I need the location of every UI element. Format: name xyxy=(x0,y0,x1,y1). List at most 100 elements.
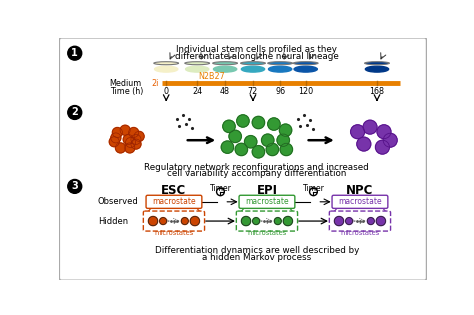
Ellipse shape xyxy=(293,62,318,65)
Text: ESC: ESC xyxy=(161,184,187,197)
Circle shape xyxy=(190,216,200,226)
Text: differentiate along the neural lineage: differentiate along the neural lineage xyxy=(175,52,339,61)
Text: 48: 48 xyxy=(220,87,230,96)
Text: macrostate: macrostate xyxy=(245,197,289,206)
Circle shape xyxy=(376,216,385,226)
Circle shape xyxy=(221,141,234,153)
Circle shape xyxy=(346,218,353,225)
Circle shape xyxy=(279,124,292,136)
Circle shape xyxy=(375,140,390,154)
Circle shape xyxy=(266,143,279,156)
Text: Timer: Timer xyxy=(210,184,231,193)
Text: EPI: EPI xyxy=(256,184,277,197)
Circle shape xyxy=(367,218,374,225)
Circle shape xyxy=(229,130,241,142)
Ellipse shape xyxy=(213,66,237,72)
Text: 2i: 2i xyxy=(152,79,159,88)
Circle shape xyxy=(116,143,126,153)
Circle shape xyxy=(357,137,371,151)
Circle shape xyxy=(237,115,249,127)
Text: Regulatory network reconfigurations and increased: Regulatory network reconfigurations and … xyxy=(145,163,369,172)
Circle shape xyxy=(241,216,251,226)
Circle shape xyxy=(131,139,141,149)
Ellipse shape xyxy=(241,66,264,72)
Text: a hidden Markov process: a hidden Markov process xyxy=(202,253,311,262)
Circle shape xyxy=(126,138,136,147)
Circle shape xyxy=(68,46,82,60)
Text: microstates: microstates xyxy=(155,230,193,236)
Ellipse shape xyxy=(268,62,292,65)
FancyBboxPatch shape xyxy=(59,38,427,280)
Text: Time (h): Time (h) xyxy=(109,87,143,96)
Text: 168: 168 xyxy=(370,87,384,96)
Ellipse shape xyxy=(154,62,179,65)
Circle shape xyxy=(120,125,130,135)
Circle shape xyxy=(134,131,144,141)
Text: N2B27: N2B27 xyxy=(198,72,225,81)
Text: 96: 96 xyxy=(275,87,285,96)
Circle shape xyxy=(377,125,391,139)
Text: cell variability accompany differentiation: cell variability accompany differentiati… xyxy=(167,169,346,179)
Circle shape xyxy=(109,137,119,147)
Circle shape xyxy=(125,143,135,153)
Circle shape xyxy=(351,125,365,139)
Text: Hidden: Hidden xyxy=(98,216,128,226)
Circle shape xyxy=(235,143,247,156)
Text: 0: 0 xyxy=(164,87,169,96)
Circle shape xyxy=(245,135,257,148)
Circle shape xyxy=(160,218,166,225)
Circle shape xyxy=(262,134,274,146)
Ellipse shape xyxy=(186,66,209,72)
Ellipse shape xyxy=(268,66,292,72)
Text: Medium: Medium xyxy=(109,79,142,88)
Text: Timer: Timer xyxy=(302,184,324,193)
Circle shape xyxy=(182,218,188,225)
Circle shape xyxy=(283,216,292,226)
Circle shape xyxy=(252,146,264,158)
Circle shape xyxy=(334,216,344,226)
Circle shape xyxy=(223,120,235,133)
Circle shape xyxy=(274,218,281,225)
Circle shape xyxy=(131,135,141,145)
FancyBboxPatch shape xyxy=(332,195,388,208)
FancyBboxPatch shape xyxy=(146,195,202,208)
Text: Observed: Observed xyxy=(98,197,139,206)
Circle shape xyxy=(280,143,292,156)
Text: 2: 2 xyxy=(72,107,78,117)
FancyBboxPatch shape xyxy=(329,211,391,231)
Text: macrostate: macrostate xyxy=(152,197,196,206)
Circle shape xyxy=(383,133,397,147)
Text: 24: 24 xyxy=(192,87,202,96)
FancyBboxPatch shape xyxy=(239,195,295,208)
Ellipse shape xyxy=(241,62,265,65)
Text: microstates: microstates xyxy=(247,230,287,236)
Circle shape xyxy=(68,106,82,119)
Circle shape xyxy=(363,120,377,134)
Ellipse shape xyxy=(294,66,317,72)
Circle shape xyxy=(68,180,82,193)
Ellipse shape xyxy=(365,62,390,65)
FancyBboxPatch shape xyxy=(237,211,298,231)
Text: 120: 120 xyxy=(298,87,313,96)
Text: macrostate: macrostate xyxy=(338,197,382,206)
Circle shape xyxy=(128,128,139,138)
Ellipse shape xyxy=(185,62,210,65)
Circle shape xyxy=(148,216,158,226)
Ellipse shape xyxy=(365,66,389,72)
Text: 1: 1 xyxy=(72,48,78,58)
Ellipse shape xyxy=(213,62,237,65)
Text: Differentiation dynamics are well described by: Differentiation dynamics are well descri… xyxy=(155,246,359,255)
Text: NPC: NPC xyxy=(346,184,374,197)
FancyBboxPatch shape xyxy=(143,211,205,231)
Text: 3: 3 xyxy=(72,181,78,192)
Circle shape xyxy=(111,133,121,143)
Text: microstates: microstates xyxy=(340,230,380,236)
Circle shape xyxy=(112,128,122,138)
Text: Individual stem cells profiled as they: Individual stem cells profiled as they xyxy=(176,45,337,54)
Circle shape xyxy=(268,118,280,130)
Circle shape xyxy=(123,135,133,145)
Text: 72: 72 xyxy=(248,87,258,96)
Circle shape xyxy=(252,116,264,129)
Circle shape xyxy=(253,218,260,225)
Circle shape xyxy=(277,134,290,146)
